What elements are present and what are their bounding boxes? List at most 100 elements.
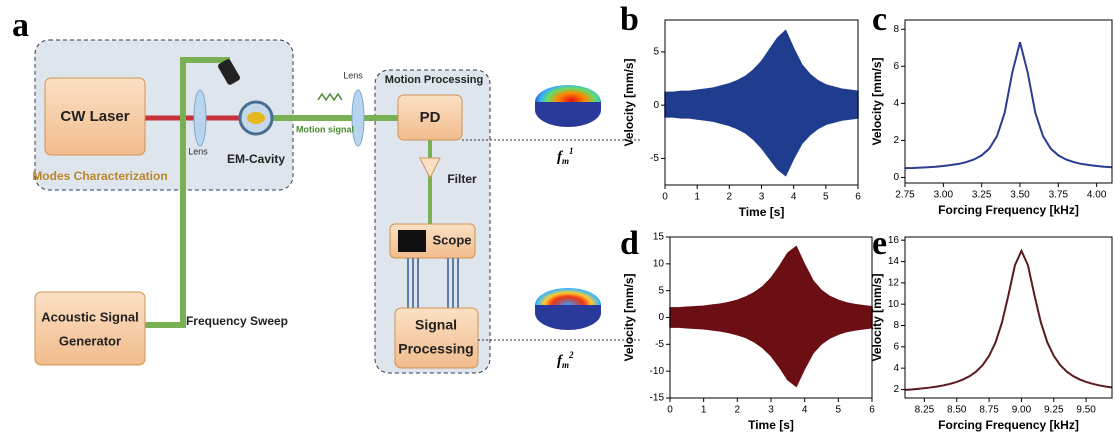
panel-label: b [620, 1, 639, 38]
wave [317, 92, 343, 102]
y-tick-label: 6 [893, 341, 899, 352]
y-tick-label: -5 [650, 153, 659, 164]
y-tick-label: 4 [893, 98, 899, 109]
line [904, 248, 1113, 391]
x-tick-label: 4.00 [1087, 190, 1107, 201]
y-tick-label: 10 [888, 299, 900, 310]
y-tick-label: 16 [888, 235, 900, 246]
x-tick-label: 3 [759, 192, 765, 203]
x-tick-label: 6 [869, 405, 875, 416]
x-axis-label: Forcing Frequency [kHz] [938, 418, 1079, 432]
envelope [664, 29, 859, 177]
label: PD [420, 109, 441, 126]
x-tick-label: 3.50 [1010, 190, 1030, 201]
diagram: a CW Laser Modes Characterization Lens E… [12, 7, 640, 374]
cables [407, 258, 459, 308]
x-axis-label: Time [s] [748, 418, 794, 432]
lens [193, 89, 207, 147]
y-tick-label: 8 [893, 24, 899, 35]
x-tick-label: 9.50 [1076, 405, 1096, 416]
y-axis-label: Velocity [mm/s] [622, 273, 636, 361]
y-axis-label: Velocity [mm/s] [870, 57, 884, 145]
x-tick-label: 0 [662, 192, 668, 203]
plot-frame [904, 19, 1113, 184]
sweep-beam [145, 57, 230, 328]
cavity-core [247, 112, 265, 124]
mode-disc [535, 305, 601, 330]
panel-label: e [872, 225, 887, 262]
envelope [669, 245, 873, 388]
y-tick-label: 8 [893, 320, 899, 331]
x-tick-label: 3.75 [1049, 190, 1069, 201]
label: Generator [59, 333, 121, 348]
laser-box [44, 77, 146, 156]
mode-label: fm1 [557, 146, 574, 166]
x-tick-label: 9.00 [1012, 405, 1032, 416]
plot-frame [904, 236, 1113, 399]
x-tick-label: 2 [727, 192, 733, 203]
y-tick-label: 5 [658, 285, 664, 296]
chart: 0 1 2 3 4 5 6 -15 -10 -5 0 5 10 15 Time [s] Velocity [m… [620, 225, 875, 432]
label: Lens [343, 70, 363, 80]
x-tick-label: 0 [667, 405, 673, 416]
x-tick-label: 4 [802, 405, 808, 416]
x-tick-label: 1 [694, 192, 700, 203]
y-tick-label: 15 [653, 232, 665, 243]
label: Modes Characterization [32, 169, 167, 183]
filter-icon [419, 157, 441, 180]
label: Motion Processing [385, 74, 483, 86]
panel-label: a [12, 7, 29, 44]
panel-label: d [620, 225, 639, 262]
x-axis-label: Time [s] [739, 205, 785, 219]
x-tick-label: 8.25 [915, 405, 935, 416]
x-tick-label: 1 [701, 405, 707, 416]
y-tick-label: 0 [653, 100, 659, 111]
y-tick-label: -5 [655, 339, 664, 350]
lens [351, 89, 365, 147]
label: EM-Cavity [227, 152, 285, 166]
y-tick-label: -10 [650, 366, 665, 377]
label: Scope [432, 232, 471, 247]
x-tick-label: 3 [768, 405, 774, 416]
y-axis-label: Velocity [mm/s] [870, 273, 884, 361]
x-tick-label: 3.25 [972, 190, 992, 201]
generator-box [34, 291, 146, 366]
mode-label: fm2 [557, 350, 574, 370]
x-tick-label: 4 [791, 192, 797, 203]
chart: 8.25 8.50 8.75 9.00 9.25 9.50 2 4 6 8 10 12 14 16 Forc… [870, 225, 1113, 432]
y-tick-label: 5 [653, 47, 659, 58]
y-tick-label: 14 [888, 256, 900, 267]
chart: 2.75 3.00 3.25 3.50 3.75 4.00 0 2 4 6 8 Forcing Fre… [870, 1, 1113, 217]
label: Filter [447, 172, 477, 186]
y-tick-label: 2 [893, 135, 899, 146]
y-tick-label: 4 [893, 363, 899, 374]
y-tick-label: 0 [658, 312, 664, 323]
pd-box [397, 94, 463, 141]
label: Lens [188, 146, 208, 156]
line [904, 41, 1113, 170]
signal-processing-box [394, 307, 479, 369]
scope-screen [398, 230, 426, 252]
y-axis-label: Velocity [mm/s] [622, 58, 636, 146]
y-tick-label: 2 [893, 384, 899, 395]
x-tick-label: 5 [823, 192, 829, 203]
x-tick-label: 8.75 [979, 405, 999, 416]
y-tick-label: 0 [893, 172, 899, 183]
y-tick-label: -15 [650, 393, 665, 404]
x-tick-label: 3.00 [934, 190, 954, 201]
y-tick-label: 12 [888, 277, 900, 288]
y-tick-label: 6 [893, 61, 899, 72]
x-tick-label: 2.75 [895, 190, 915, 201]
x-tick-label: 6 [855, 192, 861, 203]
x-tick-label: 9.25 [1044, 405, 1064, 416]
x-tick-label: 2 [735, 405, 741, 416]
label: Signal [415, 317, 457, 333]
chart: 0 1 2 3 4 5 6 -5 0 5 Time [s] Velocity [mm/s] b [620, 1, 861, 219]
label: CW Laser [60, 108, 129, 125]
label: Acoustic Signal [41, 309, 139, 324]
label: Motion signal [296, 124, 354, 134]
mode-disc [535, 102, 601, 127]
label: Processing [398, 341, 473, 357]
x-axis-label: Forcing Frequency [kHz] [938, 203, 1079, 217]
